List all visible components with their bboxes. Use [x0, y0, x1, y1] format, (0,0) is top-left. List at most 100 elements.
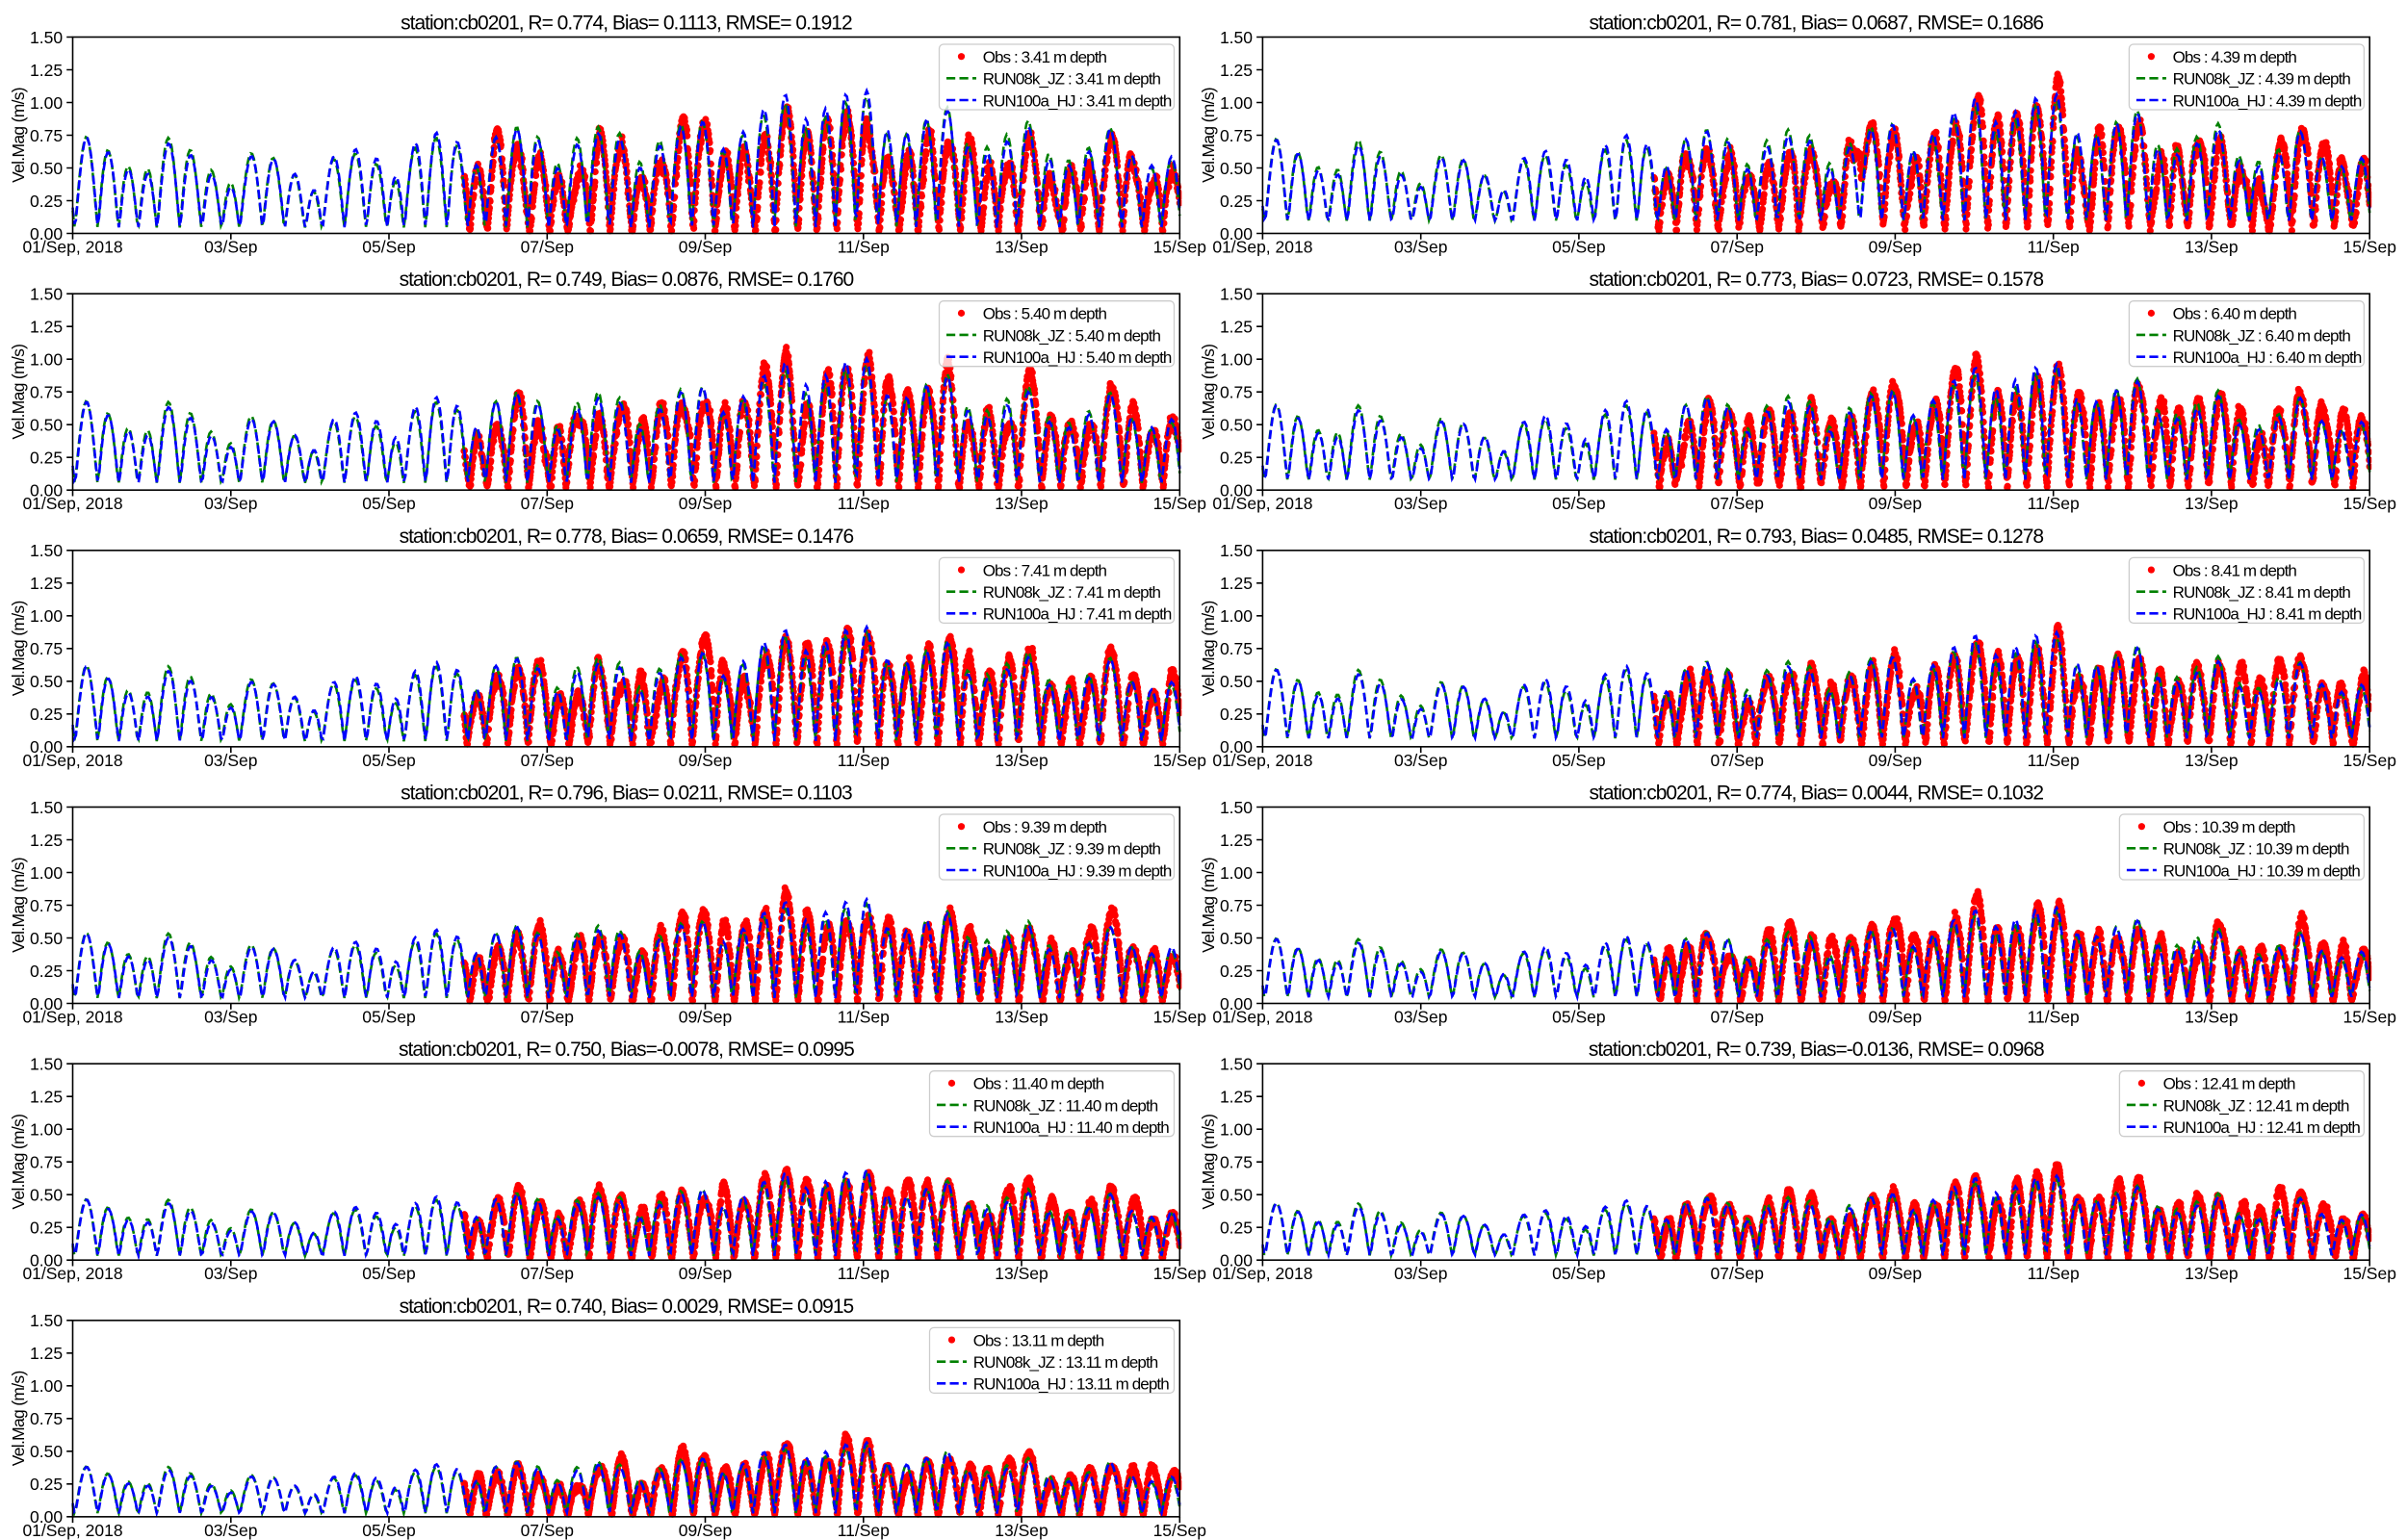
svg-text:1.00: 1.00 [1220, 863, 1253, 883]
svg-text:0.25: 0.25 [1220, 192, 1253, 211]
svg-text:15/Sep: 15/Sep [2342, 1264, 2395, 1283]
svg-text:09/Sep: 09/Sep [1869, 1264, 1922, 1283]
svg-text:09/Sep: 09/Sep [679, 494, 732, 513]
svg-text:03/Sep: 03/Sep [204, 238, 257, 257]
svg-text:0.00: 0.00 [30, 1507, 63, 1527]
svg-text:1.50: 1.50 [30, 798, 63, 817]
svg-text:1.25: 1.25 [1220, 574, 1253, 593]
svg-text:09/Sep: 09/Sep [1869, 238, 1922, 257]
svg-text:RUN100a_HJ : 6.40 m depth: RUN100a_HJ : 6.40 m depth [2173, 348, 2362, 367]
svg-text:0.25: 0.25 [1220, 705, 1253, 724]
svg-text:03/Sep: 03/Sep [204, 1264, 257, 1283]
svg-text:0.25: 0.25 [30, 448, 63, 467]
svg-text:0.25: 0.25 [1220, 962, 1253, 981]
svg-text:1.50: 1.50 [1220, 798, 1253, 817]
svg-text:station:cb0201, R= 0.793, Bias: station:cb0201, R= 0.793, Bias= 0.0485, … [1589, 526, 2043, 548]
svg-text:0.75: 0.75 [1220, 896, 1253, 915]
svg-text:1.50: 1.50 [1220, 284, 1253, 303]
svg-text:1.25: 1.25 [30, 1087, 63, 1106]
svg-text:05/Sep: 05/Sep [1552, 751, 1605, 770]
svg-text:0.75: 0.75 [30, 1409, 63, 1428]
svg-text:09/Sep: 09/Sep [679, 751, 732, 770]
svg-text:11/Sep: 11/Sep [838, 1521, 890, 1540]
svg-text:01/Sep, 2018: 01/Sep, 2018 [22, 1521, 122, 1540]
svg-text:RUN08k_JZ : 5.40 m depth: RUN08k_JZ : 5.40 m depth [983, 326, 1161, 345]
svg-text:13/Sep: 13/Sep [2185, 238, 2238, 257]
svg-text:03/Sep: 03/Sep [1394, 1008, 1447, 1027]
svg-text:15/Sep: 15/Sep [1153, 1008, 1206, 1027]
svg-text:0.50: 0.50 [1220, 1185, 1253, 1204]
svg-text:07/Sep: 07/Sep [1710, 238, 1763, 257]
svg-text:01/Sep, 2018: 01/Sep, 2018 [1212, 751, 1312, 770]
svg-text:13/Sep: 13/Sep [2185, 1008, 2238, 1027]
svg-text:Vel.Mag (m/s): Vel.Mag (m/s) [1199, 601, 1218, 696]
svg-text:station:cb0201, R= 0.740, Bias: station:cb0201, R= 0.740, Bias= 0.0029, … [400, 1296, 854, 1318]
svg-text:01/Sep, 2018: 01/Sep, 2018 [22, 1008, 122, 1027]
svg-text:01/Sep, 2018: 01/Sep, 2018 [22, 1264, 122, 1283]
svg-text:RUN08k_JZ : 8.41 m depth: RUN08k_JZ : 8.41 m depth [2173, 583, 2351, 602]
svg-text:RUN100a_HJ : 9.39 m depth: RUN100a_HJ : 9.39 m depth [983, 861, 1172, 880]
svg-text:13/Sep: 13/Sep [995, 1264, 1048, 1283]
svg-text:Obs : 6.40 m depth: Obs : 6.40 m depth [2173, 305, 2297, 323]
svg-text:0.75: 0.75 [1220, 639, 1253, 658]
svg-text:1.50: 1.50 [30, 1054, 63, 1073]
svg-text:07/Sep: 07/Sep [1710, 751, 1763, 770]
svg-text:07/Sep: 07/Sep [521, 751, 574, 770]
svg-text:0.75: 0.75 [1220, 382, 1253, 401]
svg-text:station:cb0201, R= 0.796, Bias: station:cb0201, R= 0.796, Bias= 0.0211, … [401, 783, 852, 805]
svg-text:11/Sep: 11/Sep [838, 238, 890, 257]
svg-text:0.75: 0.75 [1220, 1152, 1253, 1171]
svg-text:Vel.Mag (m/s): Vel.Mag (m/s) [1199, 88, 1218, 183]
svg-text:Vel.Mag (m/s): Vel.Mag (m/s) [9, 1371, 28, 1466]
svg-text:05/Sep: 05/Sep [362, 751, 415, 770]
svg-text:1.00: 1.00 [30, 606, 63, 626]
svg-text:0.00: 0.00 [1220, 737, 1253, 757]
svg-text:03/Sep: 03/Sep [1394, 238, 1447, 257]
svg-text:07/Sep: 07/Sep [521, 1521, 574, 1540]
svg-text:09/Sep: 09/Sep [679, 1008, 732, 1027]
svg-text:1.00: 1.00 [1220, 93, 1253, 113]
svg-text:0.25: 0.25 [30, 1475, 63, 1494]
svg-text:11/Sep: 11/Sep [2028, 238, 2080, 257]
svg-text:03/Sep: 03/Sep [1394, 1264, 1447, 1283]
svg-text:1.00: 1.00 [30, 1119, 63, 1139]
svg-text:01/Sep, 2018: 01/Sep, 2018 [1212, 238, 1312, 257]
svg-text:0.75: 0.75 [30, 382, 63, 401]
svg-text:1.25: 1.25 [30, 1344, 63, 1363]
svg-text:station:cb0201, R= 0.774, Bias: station:cb0201, R= 0.774, Bias= 0.0044, … [1589, 783, 2043, 805]
svg-text:1.50: 1.50 [30, 284, 63, 303]
svg-text:05/Sep: 05/Sep [1552, 494, 1605, 513]
svg-text:1.00: 1.00 [30, 93, 63, 113]
svg-text:1.25: 1.25 [30, 574, 63, 593]
svg-text:07/Sep: 07/Sep [1710, 494, 1763, 513]
svg-text:Vel.Mag (m/s): Vel.Mag (m/s) [9, 88, 28, 183]
svg-text:RUN08k_JZ : 12.41 m depth: RUN08k_JZ : 12.41 m depth [2163, 1096, 2349, 1115]
svg-text:0.75: 0.75 [30, 639, 63, 658]
svg-text:station:cb0201, R= 0.749, Bias: station:cb0201, R= 0.749, Bias= 0.0876, … [400, 269, 854, 291]
svg-text:station:cb0201, R= 0.773, Bias: station:cb0201, R= 0.773, Bias= 0.0723, … [1589, 269, 2043, 291]
svg-text:0.50: 0.50 [1220, 929, 1253, 948]
svg-text:15/Sep: 15/Sep [1153, 1264, 1206, 1283]
svg-text:Vel.Mag (m/s): Vel.Mag (m/s) [9, 345, 28, 440]
svg-text:13/Sep: 13/Sep [2185, 494, 2238, 513]
svg-text:11/Sep: 11/Sep [838, 494, 890, 513]
svg-text:05/Sep: 05/Sep [1552, 1264, 1605, 1283]
svg-text:0.25: 0.25 [30, 962, 63, 981]
svg-text:1.25: 1.25 [1220, 61, 1253, 80]
svg-text:07/Sep: 07/Sep [521, 1264, 574, 1283]
svg-text:RUN08k_JZ : 4.39 m depth: RUN08k_JZ : 4.39 m depth [2173, 70, 2351, 89]
svg-text:05/Sep: 05/Sep [362, 238, 415, 257]
svg-text:0.25: 0.25 [30, 705, 63, 724]
svg-text:11/Sep: 11/Sep [838, 1008, 890, 1027]
svg-text:03/Sep: 03/Sep [204, 1521, 257, 1540]
svg-text:09/Sep: 09/Sep [679, 1264, 732, 1283]
svg-text:0.50: 0.50 [1220, 415, 1253, 434]
svg-text:RUN08k_JZ : 11.40 m depth: RUN08k_JZ : 11.40 m depth [973, 1096, 1158, 1115]
svg-text:1.50: 1.50 [30, 28, 63, 47]
svg-text:11/Sep: 11/Sep [2028, 1008, 2080, 1027]
svg-text:0.50: 0.50 [30, 1442, 63, 1461]
svg-text:15/Sep: 15/Sep [2342, 238, 2395, 257]
svg-text:0.50: 0.50 [30, 672, 63, 691]
svg-text:09/Sep: 09/Sep [679, 1521, 732, 1540]
svg-text:Obs : 5.40 m depth: Obs : 5.40 m depth [983, 305, 1107, 323]
